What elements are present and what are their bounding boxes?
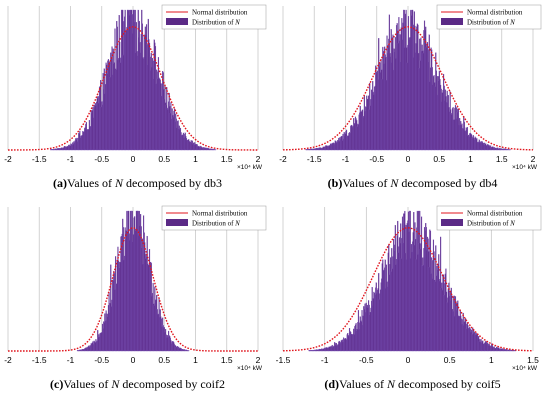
x-tick-label: -0.5: [359, 355, 374, 365]
x-unit-label: ×10⁴ kW: [512, 365, 538, 372]
legend: Normal distribution Distribution of N: [161, 205, 267, 231]
x-tick-label: 2: [256, 355, 261, 365]
legend-bar-swatch: [441, 18, 463, 25]
caption-var: N: [115, 176, 124, 190]
x-tick-label: -1: [67, 355, 75, 365]
legend-label-normal: Normal distribution: [467, 210, 523, 218]
x-tick-label: -1: [67, 154, 75, 164]
legend-bar-swatch: [166, 18, 188, 25]
legend-label-distribution: Distribution of N: [192, 19, 240, 27]
x-tick-label: 1.5: [221, 154, 233, 164]
caption-b: (b)Values of N decomposed by db4: [275, 176, 550, 191]
legend-var: N: [509, 220, 515, 228]
x-tick-label: 1.5: [221, 355, 233, 365]
histogram-chart-a: -2 -1.5 -1 -0.5 0 0.5 1 1.5 2×10⁴ kW Normal distr…: [4, 4, 267, 171]
histogram-bar: [509, 149, 511, 151]
x-tick-label: 0.5: [433, 154, 445, 164]
caption-tag: (a): [53, 176, 67, 190]
legend-bar-swatch: [166, 219, 188, 226]
legend-label-distribution: Distribution of N: [467, 220, 515, 228]
histogram-chart-b: -2 -1.5 -1 -0.5 0 0.5 1 1.5 2×10⁴ kW Normal distr…: [279, 4, 542, 171]
x-tick-label: 1: [468, 154, 473, 164]
x-unit-label: ×10⁴ kW: [237, 365, 263, 372]
caption-tag: (c): [50, 377, 64, 391]
caption-text-tail: decomposed by coif5: [395, 377, 501, 391]
x-tick-label: -1.5: [32, 355, 47, 365]
caption-text: Values of: [339, 377, 387, 391]
normal-distribution-curve: [282, 227, 534, 352]
caption-var: N: [390, 176, 399, 190]
caption-text-tail: decomposed by db4: [398, 176, 498, 190]
legend: Normal distribution Distribution of N: [436, 4, 542, 30]
caption-text-tail: decomposed by coif2: [119, 377, 225, 391]
x-tick-label: 0: [131, 154, 136, 164]
x-tick-label: 0.5: [444, 355, 456, 365]
histogram-bars: [50, 9, 217, 151]
x-unit-label: ×10⁴ kW: [237, 164, 263, 171]
legend-label-distribution: Distribution of N: [467, 19, 515, 27]
x-tick-label: 0.5: [158, 154, 170, 164]
caption-text: Values of: [67, 176, 115, 190]
caption-c: (c)Values of N decomposed by coif2: [0, 377, 275, 392]
histogram-chart-c: -2 -1.5 -1 -0.5 0 0.5 1 1.5 2×10⁴ kW Normal distr…: [4, 205, 267, 372]
x-tick-label: -1: [342, 154, 350, 164]
x-tick-label: -1.5: [307, 154, 322, 164]
legend: Normal distribution Distribution of N: [436, 205, 542, 231]
caption-tag: (b): [327, 176, 343, 190]
x-tick-label: 1: [489, 355, 494, 365]
x-tick-label: -2: [4, 154, 12, 164]
histogram-bars: [308, 210, 517, 352]
legend-label-distribution: Distribution of N: [192, 220, 240, 228]
x-tick-label: 0: [406, 154, 411, 164]
chart-panel-a: -2 -1.5 -1 -0.5 0 0.5 1 1.5 2 ×10⁴ kW Normal distr…: [0, 0, 275, 201]
caption-text: Values of: [63, 377, 112, 391]
normal-distribution-curve: [282, 26, 534, 151]
legend-bar-swatch: [441, 219, 463, 226]
histogram-bars: [76, 210, 190, 352]
chart-panel-b: -2 -1.5 -1 -0.5 0 0.5 1 1.5 2 ×10⁴ kW Normal distr…: [275, 0, 550, 201]
chart-panel-c: -2 -1.5 -1 -0.5 0 0.5 1 1.5 2 ×10⁴ kW Normal distr…: [0, 201, 275, 402]
x-tick-label: 0.5: [158, 355, 170, 365]
x-tick-label: 1: [193, 355, 198, 365]
caption-text: Values of: [342, 176, 391, 190]
legend-label-normal: Normal distribution: [467, 9, 523, 17]
x-tick-label: -1.5: [276, 355, 291, 365]
chart-panel-d: -1.5 -1 -0.5 0 0.5 1 1.5 ×10⁴ kW Normal distribu…: [275, 201, 550, 402]
x-tick-label: 1: [193, 154, 198, 164]
legend-var: N: [234, 220, 240, 228]
histogram-bars: [305, 9, 511, 151]
legend: Normal distribution Distribution of N: [161, 4, 267, 30]
legend-label-normal: Normal distribution: [192, 9, 248, 17]
x-tick-label: -2: [4, 355, 12, 365]
x-tick-label: -1: [321, 355, 329, 365]
normal-distribution-curve: [8, 26, 258, 151]
x-tick-label: -0.5: [94, 355, 109, 365]
x-tick-label: 2: [531, 154, 536, 164]
caption-var: N: [111, 377, 120, 391]
histogram-chart-d: -1.5 -1 -0.5 0 0.5 1 1.5×10⁴ kW Normal distribu…: [276, 205, 542, 372]
legend-label-normal: Normal distribution: [192, 210, 248, 218]
x-tick-label: 0: [131, 355, 136, 365]
caption-a: (a)Values of N decomposed by db3: [0, 176, 275, 191]
caption-d: (d)Values of N decomposed by coif5: [275, 377, 550, 392]
x-tick-label: 1.5: [496, 154, 508, 164]
x-tick-label: 2: [256, 154, 261, 164]
legend-var: N: [509, 19, 515, 27]
x-tick-label: -1.5: [32, 154, 47, 164]
legend-var: N: [234, 19, 240, 27]
caption-text-tail: decomposed by db3: [123, 176, 222, 190]
x-unit-label: ×10⁴ kW: [512, 164, 538, 171]
x-tick-label: 0: [406, 355, 411, 365]
caption-tag: (d): [324, 377, 339, 391]
x-tick-label: -2: [279, 154, 287, 164]
x-tick-label: -0.5: [94, 154, 109, 164]
x-tick-label: 1.5: [527, 355, 539, 365]
x-tick-label: -0.5: [369, 154, 384, 164]
caption-var: N: [387, 377, 396, 391]
